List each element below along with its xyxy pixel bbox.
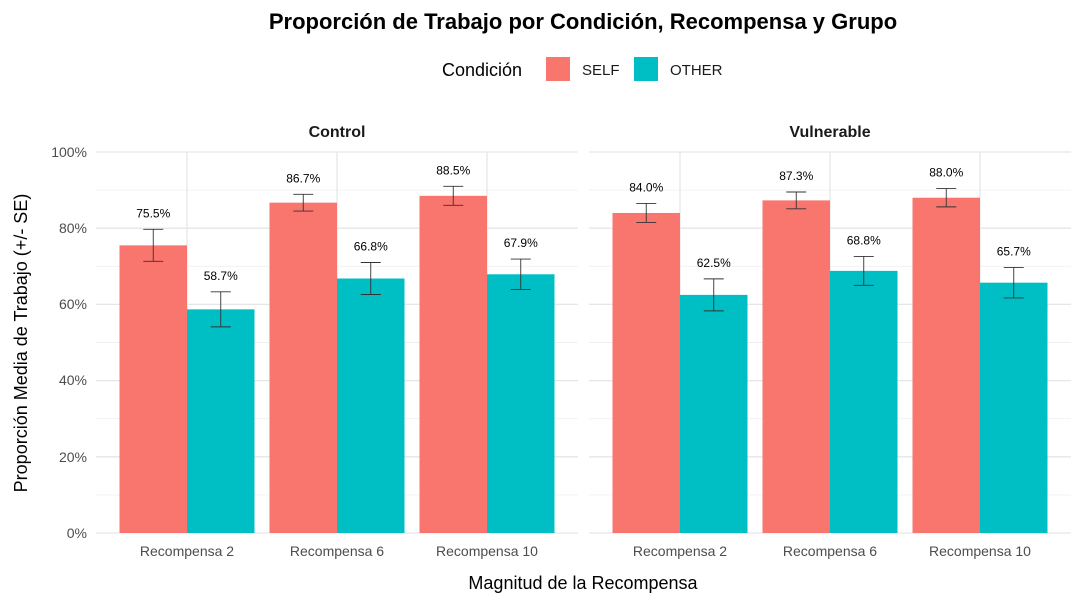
x-tick-label: Recompensa 6 [290, 543, 384, 559]
legend-label-other: OTHER [670, 62, 723, 79]
error-bar [636, 202, 657, 223]
y-tick-label: 100% [51, 144, 87, 160]
data-label: 87.3% [779, 169, 813, 183]
legend-swatch-self [546, 57, 570, 81]
y-axis-title: Proporción Media de Trabajo (+/- SE) [11, 194, 31, 493]
bar-self [269, 202, 337, 533]
bar-self [912, 197, 980, 533]
data-label: 88.0% [929, 166, 963, 180]
bar-self [419, 195, 487, 533]
error-bar [786, 191, 807, 210]
x-tick-label: Recompensa 6 [783, 543, 877, 559]
error-bar [853, 255, 874, 286]
bar-self [762, 200, 830, 533]
error-bar [510, 258, 531, 290]
data-label: 65.7% [997, 244, 1031, 258]
data-label: 67.9% [504, 236, 538, 250]
panel-title: Control [309, 124, 366, 141]
y-tick-label: 0% [67, 525, 87, 541]
data-label: 62.5% [697, 256, 731, 270]
data-label: 75.5% [136, 206, 170, 220]
x-tick-label: Recompensa 2 [633, 543, 727, 559]
y-axis-labels: 0% 20% 40% 60% 80% 100% [51, 144, 87, 541]
data-label: 88.5% [436, 163, 470, 177]
y-tick-label: 80% [59, 220, 87, 236]
y-tick-label: 40% [59, 372, 87, 388]
bar-other [487, 274, 555, 533]
y-tick-label: 20% [59, 449, 87, 465]
bar-self [612, 212, 680, 533]
legend-label-self: SELF [582, 62, 620, 79]
bar-other [830, 270, 898, 533]
panel-vulnerable: Vulnerable 84.0% 87.3% 88.0% 62.5% 68.8% 65.7%… [589, 124, 1071, 559]
x-tick-label: Recompensa 10 [929, 543, 1031, 559]
data-label: 66.8% [354, 239, 388, 253]
bar-self [119, 245, 187, 533]
x-tick-label: Recompensa 2 [140, 543, 234, 559]
error-bar [936, 188, 957, 208]
error-bar [143, 228, 164, 262]
data-label: 58.7% [204, 269, 238, 283]
data-label: 86.7% [286, 171, 320, 185]
bar-other [980, 282, 1048, 533]
x-axis-title: Magnitud de la Recompensa [468, 573, 698, 593]
bar-other [680, 294, 748, 533]
error-bar [210, 291, 231, 328]
data-label: 68.8% [847, 233, 881, 247]
error-bar [360, 262, 381, 295]
panel-control: Control 75.5% 86.7% 88.5% 58.7% 66.8% 67.9% Rec… [96, 124, 578, 559]
legend: Condición SELF OTHER [442, 57, 723, 81]
bar-other [187, 309, 255, 533]
legend-title: Condición [442, 60, 522, 80]
legend-swatch-other [634, 57, 658, 81]
data-label: 84.0% [629, 180, 663, 194]
chart-title: Proporción de Trabajo por Condición, Rec… [269, 9, 897, 34]
panels: Control 75.5% 86.7% 88.5% 58.7% 66.8% 67.9% Rec… [96, 124, 1071, 559]
x-tick-label: Recompensa 10 [436, 543, 538, 559]
error-bar [443, 185, 464, 206]
error-bar [1003, 266, 1024, 299]
panel-title: Vulnerable [789, 124, 870, 141]
error-bar [703, 278, 724, 312]
y-tick-label: 60% [59, 296, 87, 312]
bar-other [337, 278, 405, 533]
error-bar [293, 193, 314, 212]
